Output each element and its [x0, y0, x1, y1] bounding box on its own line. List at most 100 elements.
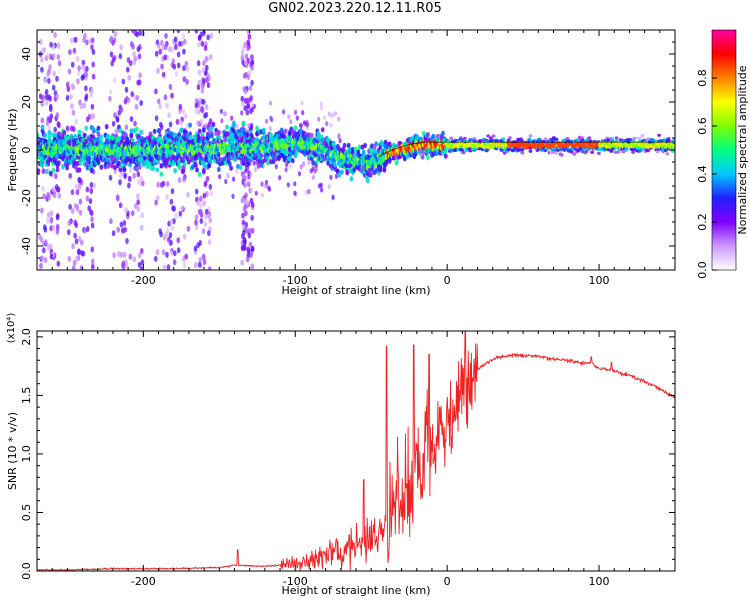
spectrogram-cell — [374, 141, 378, 147]
spectrogram-cell — [65, 125, 70, 132]
spectrogram-cell — [197, 128, 202, 134]
spectrogram-cell — [106, 163, 110, 169]
spectrogram-cell — [119, 106, 124, 113]
spectrogram-cell — [206, 34, 210, 41]
spectrogram-cell — [54, 184, 59, 190]
spectrogram-cell — [118, 53, 123, 60]
spectrogram-cell — [136, 206, 141, 213]
spectrogram-cell — [139, 175, 144, 182]
spectrogram-cell — [255, 125, 259, 131]
spectrogram-cell — [131, 30, 135, 34]
spectrogram-cell — [657, 133, 661, 137]
spectrogram-cell — [81, 73, 86, 80]
spectrogram-cell — [253, 167, 257, 173]
spectrogram-cell — [193, 245, 198, 252]
spectrogram-cell — [227, 161, 232, 167]
spectrogram-cell — [260, 192, 264, 198]
spectrogram-cell — [282, 109, 286, 115]
spectrogram-cell — [118, 127, 123, 133]
spectrogram-cell — [331, 194, 335, 200]
spectrogram-cell — [621, 138, 626, 143]
spectrogram-cell — [243, 238, 247, 245]
spectrogram-cell — [55, 154, 60, 160]
spectrogram-cell — [266, 155, 270, 161]
spectrogram-cell — [194, 108, 198, 115]
spectrogram-cell — [137, 261, 142, 268]
spectrogram-cell — [44, 239, 48, 246]
spectrogram-cell — [243, 59, 248, 66]
spectrogram-cell — [89, 181, 94, 188]
spectrogram-cell — [163, 94, 168, 101]
spectrogram-cell — [169, 198, 174, 205]
spectrogram-cell — [232, 176, 236, 182]
spectrogram-cell — [520, 148, 525, 152]
spectrogram-cell — [194, 30, 199, 34]
spectrogram-cell — [46, 71, 50, 78]
spectrogram-cell — [99, 134, 104, 140]
spectrogram-cell — [520, 151, 525, 155]
spectrogram-cell — [172, 63, 177, 70]
spectrogram-cell — [245, 199, 250, 206]
spectrogram-cell — [207, 121, 212, 127]
spectrogram-cell — [203, 220, 208, 227]
spectrogram-cell — [84, 95, 88, 102]
spectrogram-cell — [156, 128, 161, 134]
spectrogram-cell — [40, 56, 44, 63]
spectrogram-cell — [572, 152, 577, 156]
x-tick-label: 100 — [589, 274, 610, 287]
spectrogram-cell — [165, 180, 170, 187]
spectrogram-cell — [240, 95, 245, 102]
spectrogram-cell — [283, 128, 288, 134]
spectrogram-cell — [219, 108, 223, 114]
spectrogram-cell — [309, 168, 313, 174]
spectrogram-cell — [111, 230, 116, 237]
spectrogram-cell — [118, 202, 123, 209]
spectrogram-cell — [138, 72, 142, 79]
spectrogram-cell — [121, 130, 125, 136]
spectrogram-cell — [157, 98, 161, 105]
spectrogram-cell — [77, 65, 81, 72]
x-tick-label: -200 — [131, 274, 156, 287]
spectrogram-cell — [137, 79, 142, 86]
spectrogram-cell — [443, 153, 448, 159]
spectrogram-cell — [139, 224, 144, 231]
spectrogram-cell — [338, 138, 342, 144]
spectrogram-cell — [460, 148, 465, 152]
spectrogram-cell — [181, 168, 186, 174]
spectrogram-cell — [560, 153, 564, 157]
x-axis-label: Height of straight line (km) — [281, 584, 430, 597]
spectrogram-cell — [160, 63, 164, 70]
spectrogram-cell — [130, 137, 135, 144]
spectrogram-cell — [125, 238, 129, 244]
spectrogram-cell — [65, 94, 70, 101]
spectrogram-cell — [85, 186, 90, 193]
colorbar-tick-label: 0.8 — [696, 69, 709, 87]
spectrogram-cell — [182, 76, 187, 83]
spectrogram-cell — [277, 155, 281, 161]
spectrogram-cell — [367, 168, 372, 174]
spectrogram-cell — [133, 120, 137, 127]
spectrogram-cell — [287, 114, 291, 120]
spectrogram-cell — [584, 149, 589, 154]
spectrogram-cell — [178, 40, 182, 47]
spectrogram-cell — [664, 148, 668, 152]
spectrogram-cell — [67, 255, 72, 262]
spectrogram-cell — [242, 72, 247, 79]
spectrogram-cell — [297, 171, 302, 177]
spectrogram-cell — [268, 126, 272, 132]
spectrogram-cell — [117, 251, 121, 258]
spectrogram-cell — [155, 249, 160, 256]
y-axis-label: SNR (10 * v/v) — [6, 412, 19, 490]
spectrogram-cell — [284, 167, 288, 173]
spectrogram-cell — [361, 149, 366, 155]
spectrogram-cell — [176, 30, 181, 34]
spectrogram-cell — [82, 36, 86, 43]
spectrogram-cell — [91, 263, 95, 270]
spectrogram-cell — [52, 70, 56, 77]
spectrogram-cell — [127, 74, 131, 81]
spectrogram-cell — [136, 46, 141, 53]
spectrogram-cell — [132, 51, 136, 57]
spectrogram-cell — [225, 124, 229, 130]
spectrogram-cell — [40, 66, 44, 73]
spectrogram-cell — [249, 122, 254, 129]
